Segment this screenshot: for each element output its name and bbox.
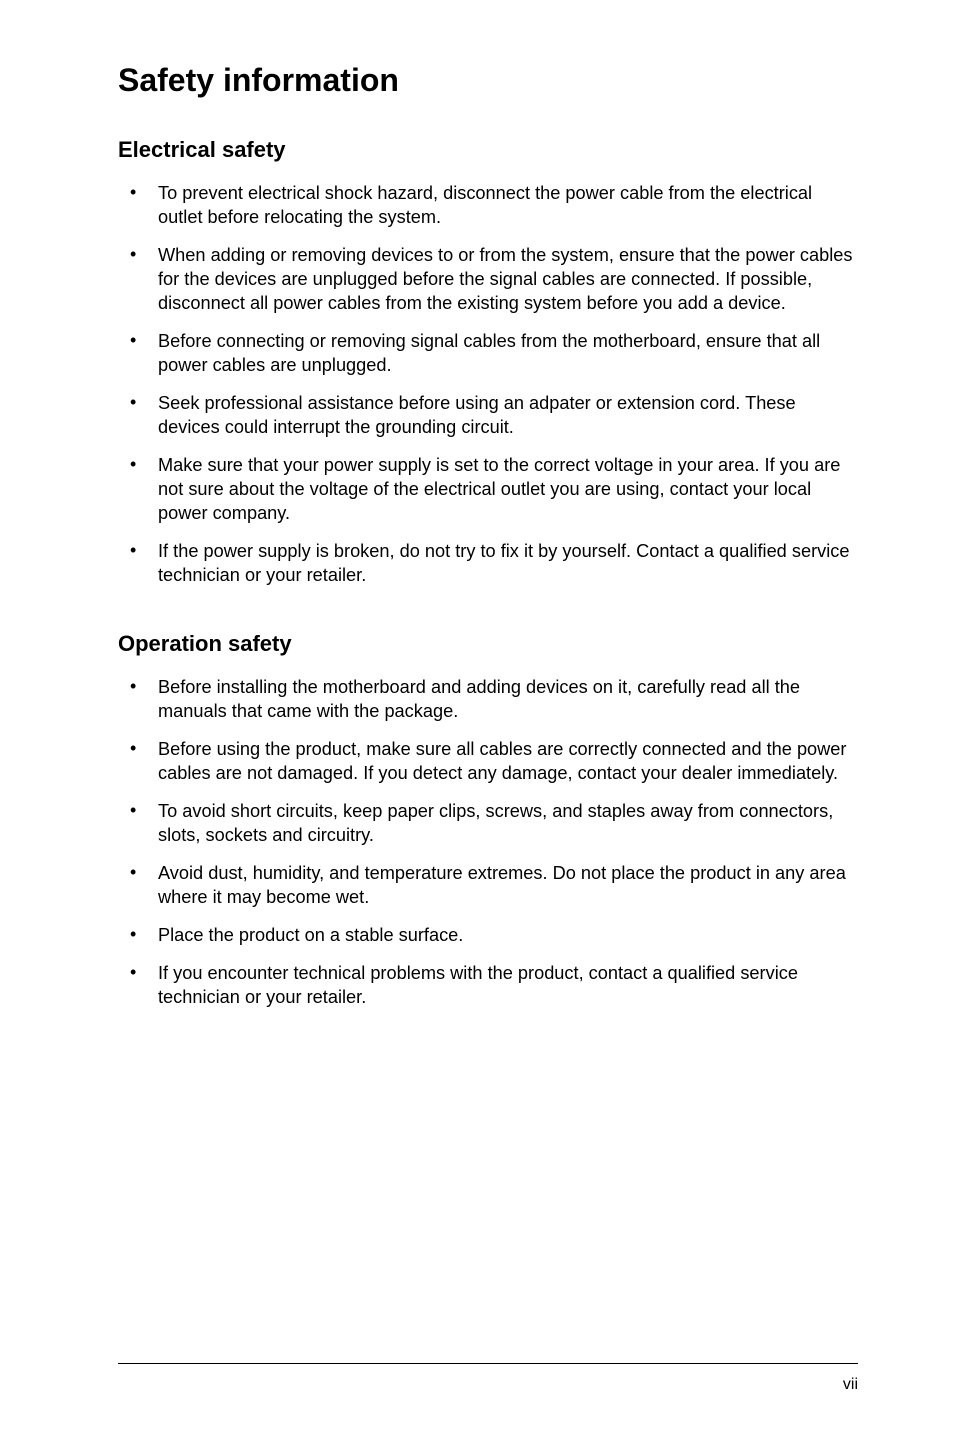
section-title-operation: Operation safety <box>118 631 858 657</box>
bullet-list-electrical: To prevent electrical shock hazard, disc… <box>118 181 858 587</box>
list-item: To prevent electrical shock hazard, disc… <box>118 181 858 229</box>
main-title: Safety information <box>118 62 858 99</box>
footer-divider <box>118 1363 858 1364</box>
bullet-list-operation: Before installing the motherboard and ad… <box>118 675 858 1009</box>
list-item: If you encounter technical problems with… <box>118 961 858 1009</box>
page-number: vii <box>843 1376 858 1394</box>
list-item: When adding or removing devices to or fr… <box>118 243 858 315</box>
list-item: To avoid short circuits, keep paper clip… <box>118 799 858 847</box>
list-item: Avoid dust, humidity, and temperature ex… <box>118 861 858 909</box>
list-item: Before using the product, make sure all … <box>118 737 858 785</box>
list-item: If the power supply is broken, do not tr… <box>118 539 858 587</box>
document-page: Safety information Electrical safety To … <box>0 0 954 1438</box>
list-item: Seek professional assistance before usin… <box>118 391 858 439</box>
section-title-electrical: Electrical safety <box>118 137 858 163</box>
list-item: Before installing the motherboard and ad… <box>118 675 858 723</box>
list-item: Before connecting or removing signal cab… <box>118 329 858 377</box>
list-item: Place the product on a stable surface. <box>118 923 858 947</box>
list-item: Make sure that your power supply is set … <box>118 453 858 525</box>
